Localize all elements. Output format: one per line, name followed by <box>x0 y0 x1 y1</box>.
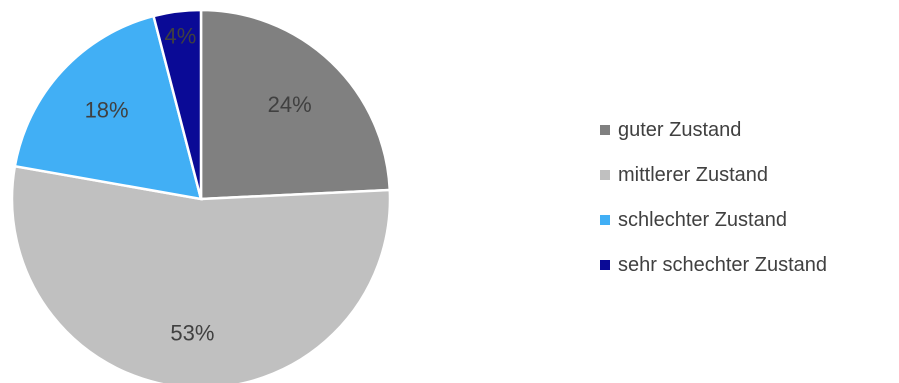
data-label-medium: 53% <box>170 321 214 346</box>
legend-swatch-very-bad <box>600 260 610 270</box>
legend-item-bad: schlechter Zustand <box>600 208 827 232</box>
data-label-very-bad: 4% <box>165 24 197 49</box>
legend-item-medium: mittlerer Zustand <box>600 163 827 187</box>
data-label-bad: 18% <box>85 98 129 123</box>
legend-swatch-good <box>600 125 610 135</box>
legend-label-good: guter Zustand <box>618 118 742 141</box>
legend-label-medium: mittlerer Zustand <box>618 163 769 186</box>
legend-swatch-medium <box>600 170 610 180</box>
data-label-good: 24% <box>268 92 312 117</box>
legend-swatch-bad <box>600 215 610 225</box>
pie-slice-very-bad <box>152 8 203 200</box>
pie-slice-good <box>199 8 392 201</box>
pie-slice-medium <box>10 164 392 383</box>
pie-slice-bad <box>13 14 203 201</box>
legend-item-good: guter Zustand <box>600 118 827 142</box>
legend-label-bad: schlechter Zustand <box>618 208 787 231</box>
legend-label-very-bad: sehr schechter Zustand <box>618 253 827 276</box>
legend-item-very-bad: sehr schechter Zustand <box>600 253 827 277</box>
legend: guter Zustand mittlerer Zustand schlechter… <box>600 118 827 298</box>
